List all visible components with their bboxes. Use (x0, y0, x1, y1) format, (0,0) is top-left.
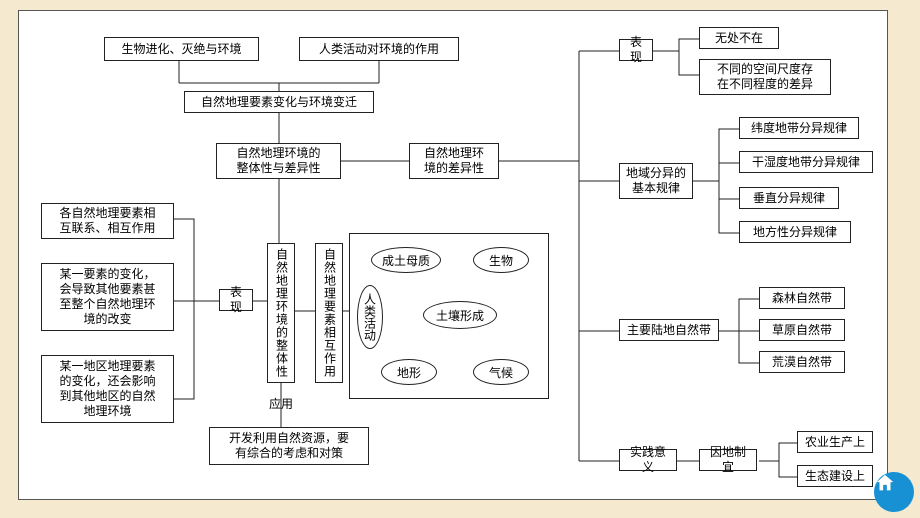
node-rule4: 地方性分异规律 (739, 221, 851, 243)
node-whole-diff: 自然地理环境的 整体性与差异性 (216, 143, 341, 179)
node-grass: 草原自然带 (759, 319, 845, 341)
node-local-cond: 因地制宜 (699, 449, 757, 471)
node-human-act: 人类活动对环境的作用 (299, 37, 459, 61)
node-mf2: 不同的空间尺度存 在不同程度的差异 (699, 59, 831, 95)
node-practice: 实践意义 (619, 449, 677, 471)
node-mf1: 无处不在 (699, 27, 779, 49)
node-interact-v: 自然地理要素相互作用 (315, 243, 343, 383)
diagram-canvas: 生物进化、灭绝与环境 人类活动对环境的作用 自然地理要素变化与环境变迁 自然地理… (18, 10, 888, 500)
node-human-v: 人类活动 (357, 285, 383, 349)
node-soil-parent: 成土母质 (371, 247, 441, 273)
node-soil-form: 土壤形成 (423, 301, 497, 329)
node-climate: 气候 (473, 359, 529, 385)
node-whole-v: 自然地理环境的整体性 (267, 243, 295, 383)
node-left3: 某一地区地理要素 的变化，还会影响 到其他地区的自然 地理环境 (41, 355, 174, 423)
node-bioevo: 生物进化、灭绝与环境 (104, 37, 259, 61)
node-biaoxian-right: 表现 (619, 39, 653, 61)
node-rule3: 垂直分异规律 (739, 187, 839, 209)
node-forest: 森林自然带 (759, 287, 845, 309)
node-diff: 自然地理环 境的差异性 (409, 143, 499, 179)
label-apply: 应用 (269, 395, 293, 412)
node-rule1: 纬度地带分异规律 (739, 117, 859, 139)
node-desert: 荒漠自然带 (759, 351, 845, 373)
home-button[interactable] (874, 472, 914, 512)
node-left1: 各自然地理要素相 互联系、相互作用 (41, 203, 174, 239)
node-rule2: 干湿度地带分异规律 (739, 151, 873, 173)
node-left2: 某一要素的变化， 会导致其他要素甚 至整个自然地理环 境的改变 (41, 263, 174, 331)
node-apply-box: 开发利用自然资源，要 有综合的考虑和对策 (209, 427, 369, 465)
node-landbelt: 主要陆地自然带 (619, 319, 719, 341)
node-eco: 生态建设上 (797, 465, 873, 487)
node-terrain: 地形 (381, 359, 437, 385)
node-nat-change: 自然地理要素变化与环境变迁 (184, 91, 374, 113)
node-agri: 农业生产上 (797, 431, 873, 453)
node-bio: 生物 (473, 247, 529, 273)
node-biaoxian-left: 表现 (219, 289, 253, 311)
node-regional: 地域分异的 基本规律 (619, 163, 693, 199)
